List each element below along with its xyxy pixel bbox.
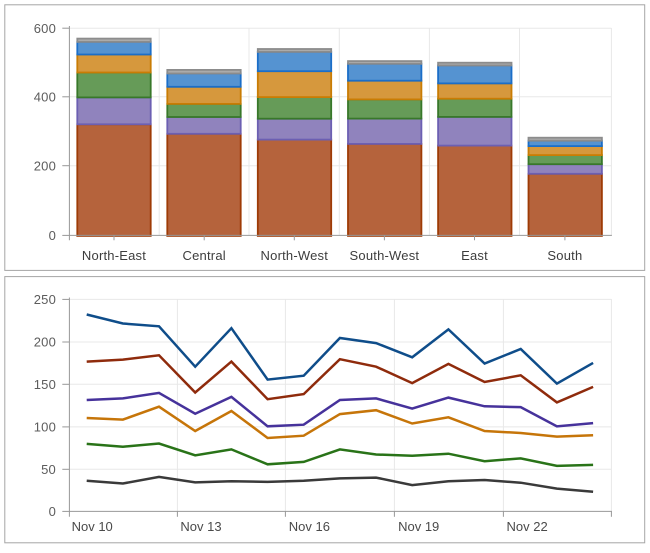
svg-text:50: 50 xyxy=(41,462,56,477)
svg-text:200: 200 xyxy=(34,335,56,350)
svg-text:Nov 10: Nov 10 xyxy=(72,519,113,534)
svg-text:South-West: South-West xyxy=(350,248,420,263)
svg-text:600: 600 xyxy=(34,21,56,36)
svg-text:0: 0 xyxy=(49,504,56,519)
svg-text:Nov 13: Nov 13 xyxy=(180,519,221,534)
svg-text:Nov 16: Nov 16 xyxy=(289,519,330,534)
svg-text:Nov 19: Nov 19 xyxy=(398,519,439,534)
svg-text:Central: Central xyxy=(183,248,226,263)
svg-text:North-West: North-West xyxy=(261,248,329,263)
svg-text:North-East: North-East xyxy=(82,248,146,263)
svg-text:100: 100 xyxy=(34,420,56,435)
svg-text:400: 400 xyxy=(34,90,56,105)
svg-text:East: East xyxy=(461,248,488,263)
svg-text:Nov 22: Nov 22 xyxy=(506,519,547,534)
svg-text:150: 150 xyxy=(34,377,56,392)
svg-text:250: 250 xyxy=(34,292,56,307)
svg-text:200: 200 xyxy=(34,158,56,173)
svg-text:0: 0 xyxy=(49,228,56,243)
svg-text:South: South xyxy=(547,248,582,263)
